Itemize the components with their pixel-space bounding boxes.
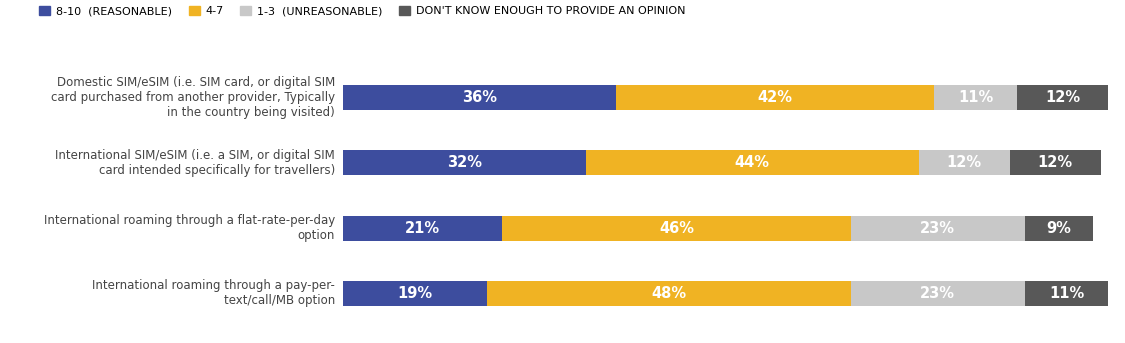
Bar — [487, 281, 850, 306]
Bar — [850, 216, 1025, 240]
Text: 23%: 23% — [920, 221, 955, 236]
Text: 12%: 12% — [946, 155, 982, 170]
Bar — [343, 281, 487, 306]
Bar — [615, 85, 934, 110]
Text: 23%: 23% — [920, 286, 955, 301]
Text: 11%: 11% — [958, 90, 993, 105]
Text: 9%: 9% — [1046, 221, 1071, 236]
Bar — [1009, 151, 1100, 175]
Bar — [343, 216, 502, 240]
Bar — [502, 216, 850, 240]
Bar — [1025, 216, 1094, 240]
Text: 11%: 11% — [1048, 286, 1084, 301]
Text: 44%: 44% — [735, 155, 770, 170]
Text: 46%: 46% — [659, 221, 694, 236]
Bar — [1025, 281, 1108, 306]
Text: 12%: 12% — [1037, 155, 1072, 170]
Text: 36%: 36% — [462, 90, 497, 105]
Text: 42%: 42% — [757, 90, 792, 105]
Bar — [919, 151, 1009, 175]
Text: 32%: 32% — [447, 155, 482, 170]
Text: 12%: 12% — [1045, 90, 1080, 105]
Bar — [850, 281, 1025, 306]
Text: 48%: 48% — [651, 286, 686, 301]
Bar — [585, 151, 919, 175]
Text: 19%: 19% — [397, 286, 433, 301]
Bar — [343, 151, 585, 175]
Bar — [343, 85, 615, 110]
Legend: 8-10  (REASONABLE), 4-7, 1-3  (UNREASONABLE), DON'T KNOW ENOUGH TO PROVIDE AN OP: 8-10 (REASONABLE), 4-7, 1-3 (UNREASONABL… — [39, 5, 685, 16]
Bar — [934, 85, 1017, 110]
Text: 21%: 21% — [405, 221, 440, 236]
Bar — [1017, 85, 1108, 110]
